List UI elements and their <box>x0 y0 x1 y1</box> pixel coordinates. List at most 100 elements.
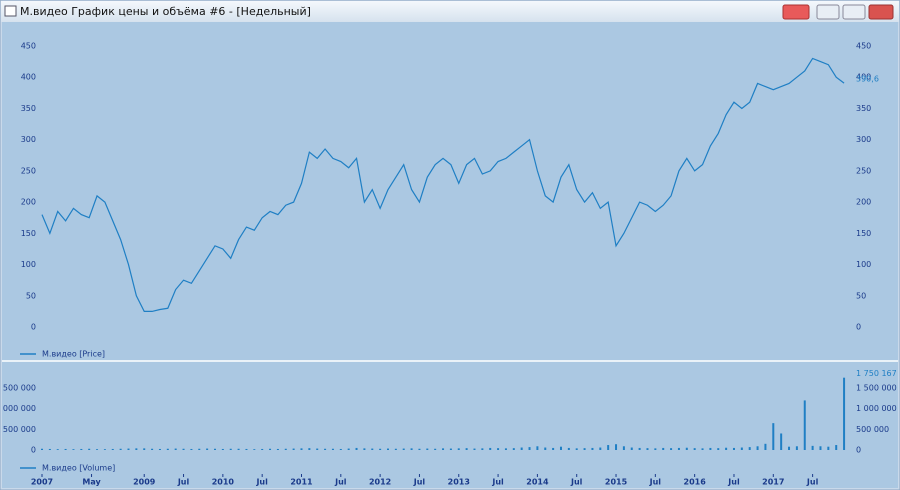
volume-bar <box>693 448 696 450</box>
x-tick-label: 2016 <box>684 478 707 487</box>
volume-bar <box>182 448 185 450</box>
volume-bar <box>497 448 500 450</box>
volume-bar <box>559 446 562 450</box>
last-value-label: 1 750 167 <box>856 369 897 378</box>
volume-bar <box>772 423 775 450</box>
volume-bar <box>127 448 130 450</box>
y-tick-label-right: 50 <box>856 291 866 300</box>
price-line <box>41 57 845 312</box>
volume-bar <box>685 447 688 450</box>
volume-bar <box>410 448 413 450</box>
y-tick-label-right: 500 000 <box>856 425 889 434</box>
volume-bar <box>567 447 570 450</box>
volume-bar <box>481 448 484 450</box>
volume-bar <box>843 377 846 450</box>
volume-bar <box>119 448 122 450</box>
volume-bar <box>213 448 216 450</box>
volume-bar <box>819 446 822 450</box>
y-tick-label-right: 450 <box>856 41 871 50</box>
volume-bar <box>198 448 201 450</box>
y-tick-label-left: 100 <box>21 260 36 269</box>
volume-bar <box>166 448 169 450</box>
volume-bar <box>292 448 295 450</box>
minimize-button[interactable] <box>816 4 840 20</box>
volume-bar <box>339 448 342 450</box>
legend-label: М.видео [Price] <box>42 350 105 359</box>
x-tick-label: 2012 <box>369 478 391 487</box>
window-icon <box>4 5 17 17</box>
volume-bar <box>788 446 791 450</box>
volume-bar <box>386 448 389 450</box>
x-tick-label: Jul <box>806 478 819 487</box>
volume-bar <box>379 448 382 450</box>
y-tick-label-right: 100 <box>856 260 871 269</box>
y-tick-label-left: 250 <box>21 166 36 175</box>
volume-bar <box>355 447 358 450</box>
y-tick-label-left: 400 <box>21 73 36 82</box>
volume-bar <box>795 446 798 450</box>
maximize-button[interactable] <box>842 4 866 20</box>
close-button[interactable] <box>868 4 894 20</box>
volume-bar <box>96 449 99 450</box>
volume-bar <box>331 448 334 450</box>
volume-bar <box>206 448 209 450</box>
volume-bar <box>607 445 610 450</box>
volume-bar <box>158 448 161 450</box>
plot: 0 0 50 50 100 100 150 150 200 200 250 250 300 300 350 3… <box>0 41 897 487</box>
volume-bar <box>88 448 91 450</box>
volume-bar <box>371 448 374 450</box>
volume-bar <box>426 448 429 450</box>
volume-bar <box>654 448 657 450</box>
volume-bar <box>748 447 751 450</box>
y-tick-label-left: 0 <box>31 323 36 332</box>
volume-bar <box>135 448 138 450</box>
volume-bar <box>622 446 625 450</box>
x-tick-label: Jul <box>727 478 740 487</box>
volume-bar <box>717 448 720 450</box>
volume-bar <box>701 448 704 450</box>
volume-bar <box>709 447 712 450</box>
volume-bar <box>756 446 759 450</box>
volume-bar <box>300 448 303 450</box>
volume-bar <box>615 444 618 450</box>
volume-bar <box>552 447 555 450</box>
volume-bar <box>143 448 146 450</box>
volume-bar <box>780 433 783 450</box>
volume-bar <box>347 448 350 450</box>
legend-label: М.видео [Volume] <box>42 464 115 473</box>
volume-bar <box>732 447 735 450</box>
volume-bar <box>442 448 445 450</box>
y-tick-label-left: 150 <box>21 229 36 238</box>
volume-bar <box>276 448 279 450</box>
y-tick-label-right: 150 <box>856 229 871 238</box>
x-tick-label: Jul <box>334 478 347 487</box>
volume-bar <box>402 448 405 450</box>
volume-bar <box>725 447 728 450</box>
volume-bar <box>221 448 224 450</box>
volume-bar <box>284 448 287 450</box>
volume-bar <box>80 448 83 450</box>
volume-bar <box>72 449 75 450</box>
volume-bar <box>662 447 665 450</box>
volume-bar <box>803 400 806 450</box>
x-tick-label: 2014 <box>526 478 549 487</box>
volume-bar <box>512 448 515 450</box>
link-button[interactable] <box>782 4 810 20</box>
x-tick-label: 2009 <box>133 478 156 487</box>
volume-bar <box>811 445 814 450</box>
volume-bar <box>646 448 649 450</box>
volume-bar <box>394 448 397 450</box>
y-tick-label-left: 300 <box>21 135 36 144</box>
volume-bar <box>583 448 586 450</box>
x-tick-label: May <box>82 478 101 487</box>
y-tick-label-left: 1 500 000 <box>0 384 36 393</box>
y-tick-label-left: 50 <box>26 291 36 300</box>
volume-bar <box>308 448 311 450</box>
volume-bar <box>174 448 177 450</box>
volume-bar <box>827 446 830 450</box>
y-tick-label-right: 300 <box>856 135 871 144</box>
volume-bar <box>740 447 743 450</box>
volume-bar <box>261 448 264 450</box>
y-tick-label-right: 0 <box>856 446 861 455</box>
